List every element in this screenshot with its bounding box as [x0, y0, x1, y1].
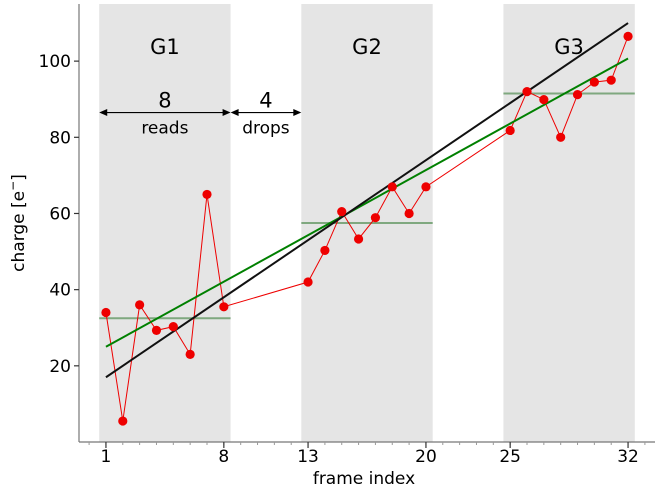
fit-line-1 [105, 57, 629, 348]
y-tick-label: 40 [49, 281, 71, 301]
y-tick-label: 100 [39, 52, 71, 72]
data-point [337, 206, 347, 217]
data-point [505, 125, 515, 136]
annotation-arrowhead-right-2 [293, 109, 302, 117]
data-point [572, 90, 583, 100]
x-tick-label: 25 [499, 447, 521, 467]
data-point [101, 307, 111, 318]
data-point [353, 234, 364, 244]
data-point [522, 87, 532, 97]
annotation-arrowhead-left-1 [99, 109, 108, 117]
annotation-number-1: 8 [158, 89, 171, 113]
data-point [404, 208, 414, 219]
x-axis-label: frame index [313, 469, 415, 489]
y-tick-label: 60 [49, 204, 71, 224]
data-point [421, 182, 431, 192]
y-tick-label: 80 [49, 128, 71, 148]
data-point [606, 75, 616, 85]
data-point [185, 349, 195, 359]
group-label-1: G1 [150, 35, 180, 59]
data-point [539, 94, 549, 105]
axes: 1 8 13 20 25 32 20 40 60 80 100 [39, 4, 655, 467]
y-tick-label: 20 [49, 357, 71, 377]
group-label-3: G3 [554, 35, 584, 59]
series [101, 22, 633, 426]
data-point [320, 245, 330, 256]
data-point [556, 132, 566, 142]
data-point [168, 321, 178, 332]
y-axis-label: charge [e−] [6, 174, 29, 272]
data-point [370, 213, 381, 223]
data-point [589, 77, 599, 87]
data-point [219, 302, 229, 312]
data-point [623, 31, 633, 41]
data-point [135, 300, 145, 310]
x-tick-label: 8 [218, 447, 229, 467]
x-tick-label: 1 [101, 447, 112, 467]
annotation-arrowhead-left-2 [230, 109, 239, 117]
fit-line-2 [105, 22, 629, 379]
group-band-1 [99, 4, 231, 442]
x-tick-label: 32 [617, 447, 639, 467]
annotation-number-2: 4 [259, 89, 272, 113]
annotations: 8 reads 4 drops [99, 89, 302, 139]
data-point [387, 182, 397, 192]
data-point [118, 416, 128, 426]
annotation-word-2: drops [242, 119, 290, 139]
x-tick-label: 13 [297, 447, 319, 467]
labels: G1 G2 G3 frame index charge [e−] [6, 35, 584, 489]
x-tick-label: 20 [415, 447, 437, 467]
group-label-2: G2 [352, 35, 382, 59]
data-point [303, 277, 313, 287]
data-point [202, 189, 212, 200]
data-point [151, 325, 162, 336]
annotation-arrowhead-right-1 [222, 109, 231, 117]
annotation-word-1: reads [141, 119, 188, 139]
